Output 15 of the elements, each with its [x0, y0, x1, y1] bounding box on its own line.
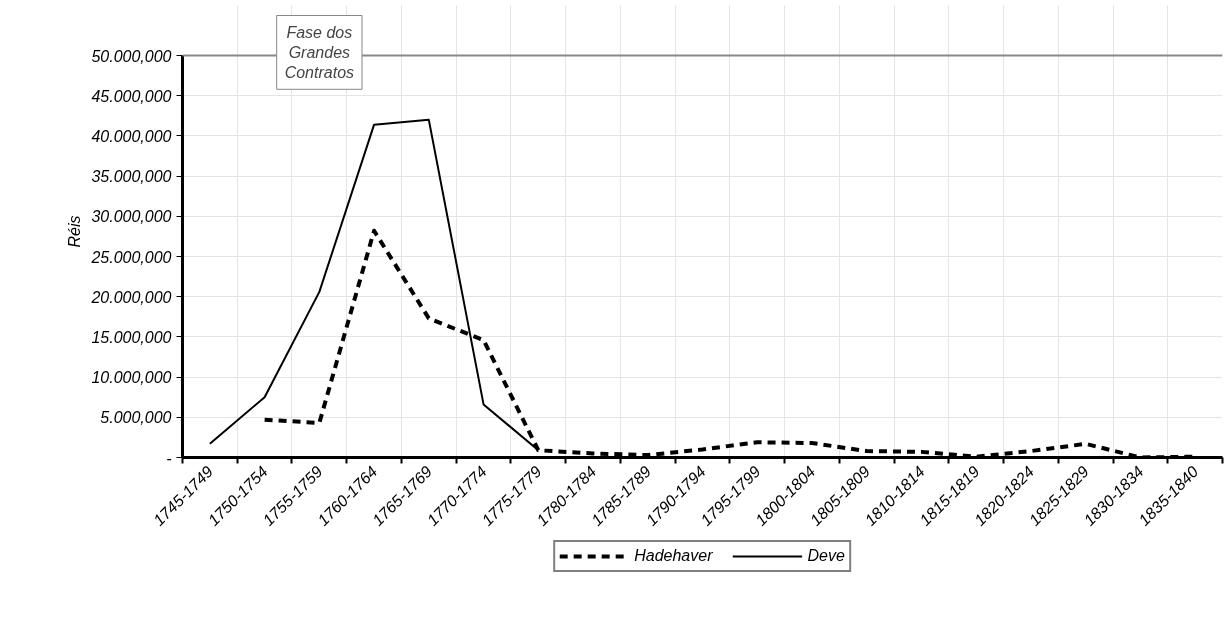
- legend-label: Hadehaver: [634, 547, 713, 565]
- y-tick-label: 35.000,000: [91, 168, 172, 186]
- y-tick-label: -: [166, 449, 172, 467]
- legend-label: Deve: [807, 547, 845, 565]
- y-tick-label: 25.000,000: [90, 248, 172, 266]
- y-tick-label: 10.000,000: [91, 369, 172, 387]
- y-axis-title: Réis: [66, 215, 84, 248]
- y-tick-label: 40.000,000: [91, 127, 172, 145]
- y-tick-label: 15.000,000: [91, 328, 172, 346]
- y-tick-label: 50.000,000: [91, 47, 172, 65]
- y-tick-label: 20.000,000: [90, 288, 172, 306]
- y-tick-label: 5.000,000: [100, 409, 172, 427]
- y-tick-label: 45.000,000: [91, 87, 172, 105]
- y-tick-label: 30.000,000: [91, 208, 172, 226]
- annotation: Fase dos Grandes Contratos: [284, 23, 355, 82]
